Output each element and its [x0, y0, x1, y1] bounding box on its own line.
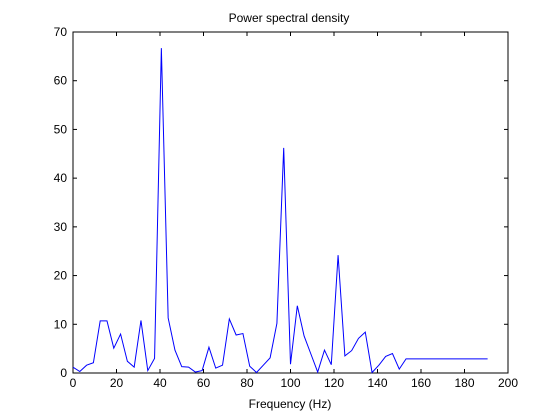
x-axis-label: Frequency (Hz) — [249, 397, 332, 411]
x-tick-label: 60 — [197, 376, 211, 390]
x-tick-label: 0 — [70, 376, 77, 390]
x-tick-label: 100 — [280, 376, 300, 390]
plot-area-frame — [72, 31, 509, 374]
x-axis-ticks: 0 20 40 60 80 100 120 140 160 180 200 — [70, 32, 518, 390]
x-tick-label: 120 — [324, 376, 344, 390]
y-tick-label: 20 — [54, 269, 68, 283]
psd-series-line — [72, 48, 488, 374]
y-tick-label: 30 — [54, 220, 68, 234]
y-tick-label: 10 — [54, 317, 68, 331]
x-tick-label: 200 — [498, 376, 518, 390]
x-tick-label: 140 — [367, 376, 387, 390]
x-tick-label: 160 — [411, 376, 431, 390]
x-tick-label: 40 — [153, 376, 167, 390]
y-axis-ticks: 0 10 20 30 40 50 60 70 — [54, 25, 508, 380]
y-tick-label: 40 — [54, 171, 68, 185]
x-tick-label: 180 — [454, 376, 474, 390]
x-tick-label: 80 — [240, 376, 254, 390]
x-tick-label: 20 — [110, 376, 124, 390]
y-tick-label: 70 — [54, 25, 68, 39]
y-tick-label: 0 — [60, 366, 67, 380]
chart-title: Power spectral density — [229, 11, 350, 25]
y-tick-label: 60 — [54, 74, 68, 88]
y-tick-label: 50 — [54, 122, 68, 136]
